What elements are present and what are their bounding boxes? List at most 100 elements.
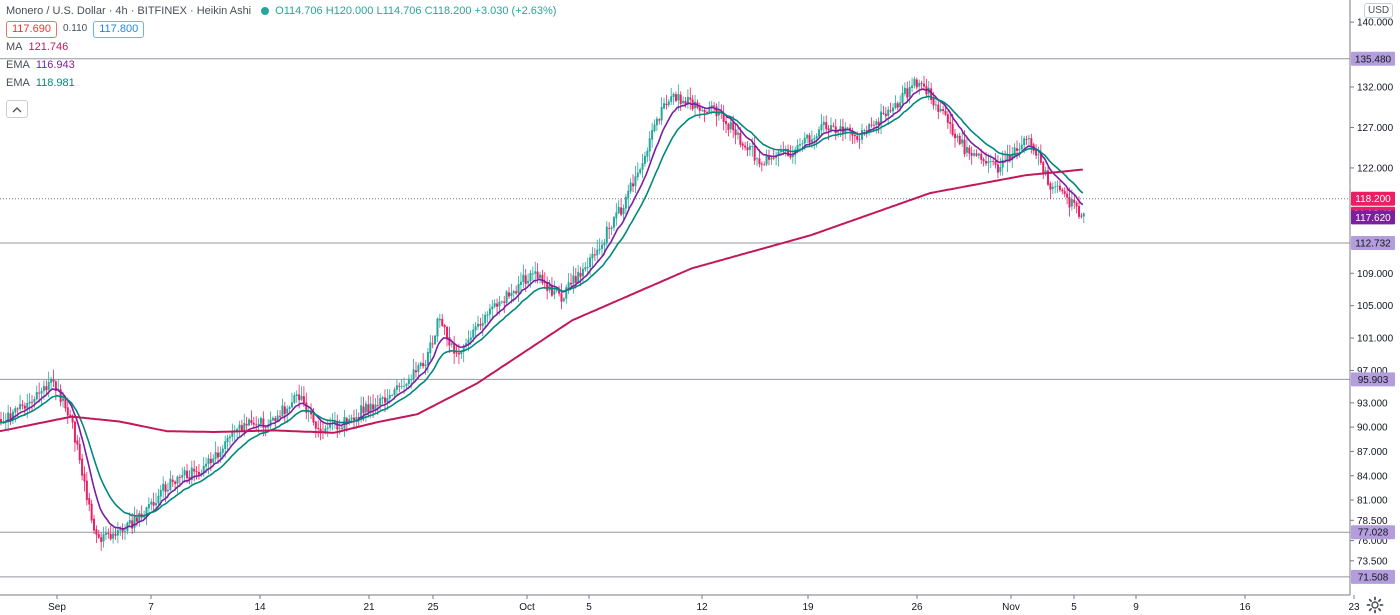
- candle: [391, 393, 394, 397]
- candle: [491, 299, 494, 320]
- candle: [45, 380, 48, 395]
- candle: [934, 100, 937, 111]
- candle: [906, 81, 909, 103]
- candle: [534, 261, 537, 284]
- ema-slow-line[interactable]: [0, 95, 1084, 517]
- chevron-up-icon: [12, 106, 22, 113]
- buy-price-button[interactable]: 117.800: [93, 20, 145, 38]
- candle: [925, 78, 928, 98]
- candle: [887, 106, 890, 125]
- candle: [1030, 133, 1033, 154]
- candle: [937, 98, 940, 120]
- candle: [954, 128, 956, 148]
- candle: [586, 257, 589, 276]
- candle: [977, 152, 980, 159]
- gear-icon[interactable]: [1366, 596, 1384, 614]
- x-tick-label: 5: [586, 602, 592, 613]
- candle: [114, 527, 117, 540]
- y-tick-label: 87.000: [1357, 447, 1388, 458]
- candle: [622, 204, 625, 222]
- candle: [1018, 142, 1021, 158]
- candle: [150, 498, 153, 511]
- svg-text:112.732: 112.732: [1355, 239, 1391, 250]
- candle: [314, 420, 317, 438]
- candle: [331, 413, 334, 431]
- x-tick-label: 5: [1071, 602, 1077, 613]
- symbol-row: Monero / U.S. Dollar · 4h · BITFINEX · H…: [6, 2, 556, 20]
- candle: [987, 153, 990, 173]
- candle: [317, 420, 320, 438]
- candle: [197, 464, 200, 480]
- candle: [95, 525, 98, 544]
- candle: [560, 283, 563, 310]
- candle: [684, 97, 687, 108]
- candle: [453, 335, 456, 364]
- candle: [591, 247, 594, 269]
- candle: [1058, 181, 1061, 193]
- candle: [901, 85, 904, 107]
- candle: [59, 384, 62, 407]
- candle: [884, 107, 887, 120]
- candle: [996, 154, 999, 179]
- level-price-tag: 135.480: [1351, 51, 1395, 66]
- candle: [262, 411, 265, 437]
- candle: [431, 335, 434, 349]
- candle: [38, 382, 41, 403]
- candle: [968, 144, 971, 160]
- market-status-icon: [261, 7, 270, 15]
- candle: [610, 225, 613, 236]
- candle: [517, 276, 520, 303]
- collapse-legend-button[interactable]: [6, 100, 28, 118]
- candle: [741, 141, 744, 151]
- symbol-title[interactable]: Monero / U.S. Dollar · 4h · BITFINEX · H…: [6, 5, 252, 17]
- candle: [806, 133, 809, 144]
- ma-line[interactable]: [0, 168, 1083, 434]
- candle: [748, 142, 751, 156]
- candle: [965, 138, 968, 157]
- candle: [915, 77, 918, 90]
- candle: [171, 475, 174, 488]
- candle: [362, 396, 365, 422]
- candle: [698, 102, 701, 119]
- ema-fast-line[interactable]: [0, 88, 1084, 530]
- candle: [913, 76, 916, 89]
- candle: [190, 460, 193, 486]
- candle: [1075, 200, 1078, 214]
- candle: [496, 298, 499, 316]
- y-tick-label: 97.000: [1357, 366, 1388, 377]
- candle: [784, 145, 787, 157]
- candle: [567, 273, 570, 295]
- candle: [226, 434, 229, 450]
- candle: [612, 216, 615, 231]
- candle: [100, 532, 103, 551]
- candle: [54, 380, 57, 401]
- candle: [794, 146, 797, 165]
- candle: [875, 118, 878, 134]
- candle: [570, 273, 573, 289]
- x-tick-label: 21: [363, 602, 375, 613]
- candle: [643, 151, 646, 167]
- candle: [522, 264, 525, 288]
- indicator-ema-slow[interactable]: EMA 118.981: [6, 74, 556, 92]
- indicator-ma[interactable]: MA 121.746: [6, 38, 556, 56]
- ohlc-values: O114.706 H120.000 L114.706 C118.200 +3.0…: [275, 5, 557, 17]
- candle: [527, 273, 530, 287]
- candle: [300, 386, 303, 402]
- candle: [269, 411, 272, 430]
- candle: [553, 280, 556, 300]
- candle: [281, 398, 284, 418]
- candle: [477, 315, 479, 331]
- sell-price-button[interactable]: 117.690: [6, 20, 57, 38]
- candle: [1042, 160, 1045, 179]
- candle: [381, 395, 384, 405]
- candle: [414, 361, 417, 378]
- candle: [717, 101, 720, 121]
- candle: [765, 149, 768, 167]
- indicator-ema-fast[interactable]: EMA 116.943: [6, 56, 556, 74]
- candle: [214, 441, 217, 463]
- candle: [16, 407, 19, 418]
- candle: [503, 296, 506, 314]
- candle: [634, 165, 637, 194]
- currency-badge[interactable]: USD: [1364, 3, 1394, 18]
